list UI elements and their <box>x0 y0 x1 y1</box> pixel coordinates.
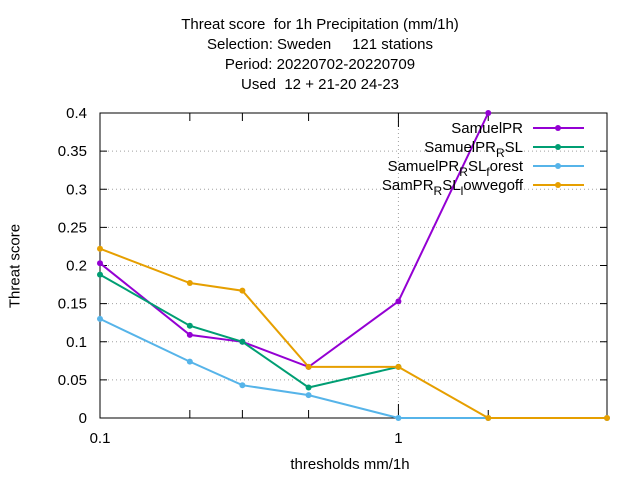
chart-title-line-2: Selection: Sweden 121 stations <box>207 36 433 53</box>
legend-entry: SamuelPRRSLforest <box>388 158 584 179</box>
y-tick-label: 0.2 <box>66 258 87 275</box>
legend: SamuelPRSamuelPRRSLSamuelPRRSLforestSamP… <box>382 120 584 198</box>
data-point <box>305 392 312 399</box>
legend-label-part: f <box>486 165 490 179</box>
legend-label-part: SamuelPR <box>388 158 460 175</box>
data-point <box>97 271 103 278</box>
chart-title-line-1: Threat score for 1h Precipitation (mm/1h… <box>181 16 459 33</box>
legend-label-part: owvegoff <box>463 177 524 194</box>
y-tick-label: 0.1 <box>66 334 87 351</box>
data-point <box>239 382 246 389</box>
data-point <box>485 110 492 116</box>
data-point <box>395 363 402 370</box>
legend-label: SamPRRSLlowvegoff <box>382 177 524 198</box>
legend-label-part: SL <box>442 177 460 194</box>
legend-swatch-point <box>555 182 561 188</box>
y-tick-label: 0.05 <box>58 372 87 389</box>
data-point <box>186 280 193 287</box>
grid <box>100 113 607 418</box>
chart-title-line-3: Period: 20220702-20220709 <box>224 56 416 73</box>
series-2 <box>97 271 402 391</box>
x-tick-label: 1 <box>394 430 402 447</box>
legend-label-part: SamuelPR <box>424 139 496 156</box>
legend-label-part: SL <box>505 139 523 156</box>
data-point <box>305 384 312 391</box>
legend-label-part: R <box>434 184 443 198</box>
legend-label: SamuelPR <box>451 120 523 137</box>
y-tick-label: 0.15 <box>58 296 87 313</box>
legend-entry: SamuelPRRSL <box>424 139 584 160</box>
data-point <box>239 287 246 294</box>
y-tick-label: 0.35 <box>58 143 87 160</box>
legend-label: SamuelPRRSL <box>424 139 523 160</box>
data-point <box>97 260 103 267</box>
data-point <box>305 363 312 370</box>
legend-entry: SamuelPR <box>451 120 584 137</box>
data-point <box>186 322 193 329</box>
y-axis-label: Threat score <box>6 223 24 309</box>
legend-label-part: SamPR <box>382 177 434 194</box>
data-point <box>97 315 103 322</box>
data-point <box>239 338 246 345</box>
legend-label-part: l <box>461 184 464 198</box>
legend-swatch-point <box>555 125 561 131</box>
y-tick-label: 0.25 <box>58 219 87 236</box>
legend-label-part: R <box>496 146 505 160</box>
y-tick-label: 0.4 <box>66 105 87 122</box>
data-point <box>186 331 193 338</box>
data-point <box>395 415 402 421</box>
legend-label-part: orest <box>490 158 524 175</box>
series-line <box>99 112 490 369</box>
data-point <box>395 298 402 305</box>
legend-label-part: SamuelPR <box>451 120 523 137</box>
data-point <box>485 415 492 421</box>
legend-label-part: R <box>459 165 468 179</box>
y-tick-label: 0 <box>79 410 87 427</box>
legend-swatch-point <box>555 144 561 150</box>
x-axis-label: thresholds mm/1h <box>290 456 410 473</box>
legend-label: SamuelPRRSLforest <box>388 158 524 179</box>
data-point <box>186 358 193 365</box>
legend-label-part: SL <box>468 158 486 175</box>
legend-entry: SamPRRSLlowvegoff <box>382 177 584 198</box>
series-4 <box>97 245 610 421</box>
legend-swatch-point <box>555 163 561 169</box>
y-tick-label: 0.3 <box>66 181 87 198</box>
series-line <box>99 273 399 389</box>
data-point <box>604 415 610 421</box>
data-point <box>97 245 103 252</box>
chart-title-line-4: Used 12 + 21-20 24-23 <box>240 76 400 93</box>
x-tick-label: 0.1 <box>90 430 111 447</box>
series-3 <box>97 315 610 421</box>
